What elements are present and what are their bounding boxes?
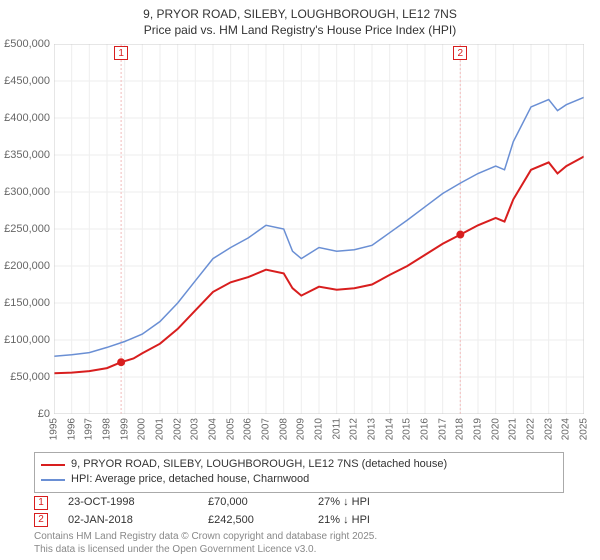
x-tick-label: 2009 [296,418,307,440]
legend-label: 9, PRYOR ROAD, SILEBY, LOUGHBOROUGH, LE1… [71,457,447,472]
x-tick-label: 1996 [66,418,77,440]
marker-date: 02-JAN-2018 [68,512,188,530]
y-tick-label: £450,000 [4,75,50,87]
x-tick-label: 2011 [331,418,342,440]
attribution: Contains HM Land Registry data © Crown c… [34,531,574,556]
y-tick-label: £100,000 [4,334,50,346]
x-tick-label: 2018 [455,418,466,440]
y-tick-label: £250,000 [4,223,50,235]
x-tick-label: 1998 [102,418,113,440]
marker-price: £242,500 [208,512,298,530]
chart-title: 9, PRYOR ROAD, SILEBY, LOUGHBOROUGH, LE1… [0,0,600,42]
title-line2: Price paid vs. HM Land Registry's House … [8,22,592,38]
x-axis: 1995199619971998199920002001200220032004… [54,414,584,442]
marker-date: 23-OCT-1998 [68,494,188,512]
marker-price: £70,000 [208,494,298,512]
y-tick-label: £400,000 [4,112,50,124]
y-tick-label: £150,000 [4,297,50,309]
title-line1: 9, PRYOR ROAD, SILEBY, LOUGHBOROUGH, LE1… [8,6,592,22]
x-tick-label: 2025 [579,418,590,440]
marker-badge: 1 [34,496,48,510]
x-tick-label: 1999 [119,418,130,440]
legend-swatch [41,479,65,481]
x-tick-label: 2019 [473,418,484,440]
chart-svg [54,44,584,414]
chart-marker-badge: 1 [114,46,128,60]
marker-hpi: 27% ↓ HPI [318,494,418,512]
y-tick-label: £200,000 [4,260,50,272]
legend-swatch [41,464,65,466]
y-tick-label: £300,000 [4,186,50,198]
x-tick-label: 2013 [367,418,378,440]
x-tick-label: 2006 [243,418,254,440]
attribution-line1: Contains HM Land Registry data © Crown c… [34,531,574,544]
legend-row: HPI: Average price, detached house, Char… [41,472,557,487]
marker-hpi: 21% ↓ HPI [318,512,418,530]
x-tick-label: 2007 [261,418,272,440]
x-tick-label: 2001 [155,418,166,440]
x-tick-label: 2022 [526,418,537,440]
legend: 9, PRYOR ROAD, SILEBY, LOUGHBOROUGH, LE1… [34,452,564,493]
y-tick-label: £350,000 [4,149,50,161]
marker-badge: 2 [34,513,48,527]
marker-table-row: 1 23-OCT-1998 £70,000 27% ↓ HPI [34,494,564,512]
x-tick-label: 1995 [49,418,60,440]
x-tick-label: 2008 [278,418,289,440]
legend-row: 9, PRYOR ROAD, SILEBY, LOUGHBOROUGH, LE1… [41,457,557,472]
x-tick-label: 2012 [349,418,360,440]
x-tick-label: 2004 [208,418,219,440]
y-tick-label: £500,000 [4,38,50,50]
attribution-line2: This data is licensed under the Open Gov… [34,544,574,557]
x-tick-label: 2017 [437,418,448,440]
x-tick-label: 2024 [561,418,572,440]
y-tick-label: £50,000 [10,371,50,383]
chart-marker-badge: 2 [453,46,467,60]
x-tick-label: 2005 [225,418,236,440]
chart-plot-area: 12 [54,44,584,414]
y-axis: £0£50,000£100,000£150,000£200,000£250,00… [0,44,54,414]
marker-table-row: 2 02-JAN-2018 £242,500 21% ↓ HPI [34,512,564,530]
x-tick-label: 2015 [402,418,413,440]
legend-label: HPI: Average price, detached house, Char… [71,472,309,487]
x-tick-label: 2014 [384,418,395,440]
x-tick-label: 2000 [137,418,148,440]
x-tick-label: 1997 [84,418,95,440]
x-tick-label: 2023 [543,418,554,440]
marker-table: 1 23-OCT-1998 £70,000 27% ↓ HPI 2 02-JAN-2018… [34,494,564,529]
x-tick-label: 2003 [190,418,201,440]
x-tick-label: 2016 [420,418,431,440]
x-tick-label: 2002 [172,418,183,440]
x-tick-label: 2021 [508,418,519,440]
x-tick-label: 2010 [314,418,325,440]
x-tick-label: 2020 [490,418,501,440]
